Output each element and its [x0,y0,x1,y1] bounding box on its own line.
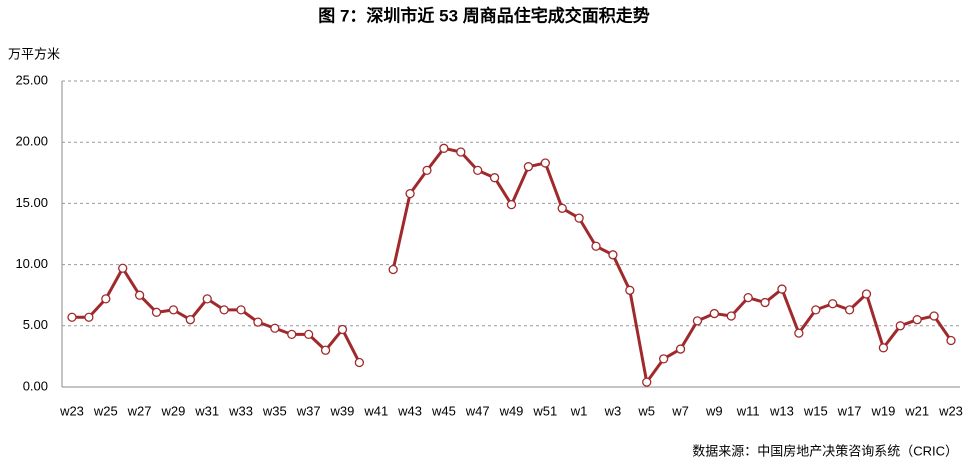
data-point [625,285,635,295]
x-tick-label: w27 [127,403,152,418]
x-tick-label: w7 [671,403,689,418]
y-tick-label: 25.00 [15,72,48,87]
y-tick-label: 20.00 [15,134,48,149]
data-point [337,324,348,335]
data-point [473,165,483,176]
data-point [540,158,550,168]
data-point [523,162,534,172]
data-point [236,305,246,315]
data-point [726,311,736,321]
data-point [219,305,229,315]
data-point [878,343,889,353]
data-point [861,289,872,299]
data-point [320,345,331,355]
x-tick-label: w45 [431,403,456,418]
data-point [67,312,77,322]
x-tick-label: w5 [637,403,655,418]
x-tick-label: w47 [465,403,490,418]
data-point [946,335,956,346]
x-tick-label: w43 [397,403,422,418]
x-tick-label: w51 [532,403,557,418]
x-tick-label: w19 [870,403,895,418]
data-point [557,203,567,213]
data-point [658,354,669,364]
x-tick-label: w29 [160,403,185,418]
data-point [101,294,111,304]
data-point [777,284,787,294]
y-axis-label: 万平方米 [8,46,60,61]
data-point [591,241,601,251]
data-point [794,328,804,338]
x-tick-label: w17 [837,403,862,418]
y-tick-label: 10.00 [15,256,48,271]
data-point [844,305,855,315]
data-line [72,146,953,384]
data-point [895,321,905,331]
data-point [709,308,719,319]
data-point [168,305,179,315]
x-tick-label: w3 [604,403,622,418]
data-point [270,323,280,333]
data-point [304,329,314,340]
data-point [202,294,212,304]
x-tick-label: w37 [296,403,321,418]
data-point [439,143,449,153]
x-tick-label: w33 [228,403,253,418]
y-tick-label: 15.00 [15,195,48,210]
chart-title: 图 7：深圳市近 53 周商品住宅成交面积走势 [318,5,650,25]
data-point [506,199,517,210]
x-tick-label: w41 [363,403,388,418]
data-point [642,377,652,387]
data-point [354,357,365,368]
x-tick-label: w31 [194,403,219,418]
x-tick-label: w39 [330,403,355,418]
data-point [760,297,770,308]
data-point [388,264,398,275]
data-point [828,299,838,309]
y-tick-label: 5.00 [23,317,48,332]
data-point [929,311,939,321]
data-point [608,250,618,260]
x-tick-label: w49 [499,403,524,418]
data-point [912,315,922,325]
x-tick-label: w23 [938,403,963,418]
x-tick-label: w9 [705,403,723,418]
y-tick-label: 0.00 [23,378,48,393]
x-tick-label: w25 [93,403,118,418]
data-point [574,213,584,223]
data-point [287,329,297,340]
data-point [118,263,128,273]
data-point [422,165,432,176]
data-point [134,290,145,300]
x-tick-label: w21 [904,403,929,418]
data-point [675,344,686,354]
data-point [151,307,162,317]
x-tick-label: w11 [736,403,760,418]
data-point [811,305,821,315]
x-tick-label: w15 [803,403,828,418]
data-point [692,316,703,326]
x-tick-label: w1 [570,403,588,418]
data-point [405,188,415,199]
x-tick-label: w13 [769,403,794,418]
x-tick-label: w35 [262,403,287,418]
data-point [743,292,753,303]
data-point [489,173,500,183]
x-tick-label: w23 [59,403,84,418]
data-point [84,312,94,322]
source-note: 数据来源：中国房地产决策咨询系统（CRIC） [692,443,958,458]
data-point [456,147,466,157]
data-point [185,315,195,325]
data-point [253,317,263,327]
